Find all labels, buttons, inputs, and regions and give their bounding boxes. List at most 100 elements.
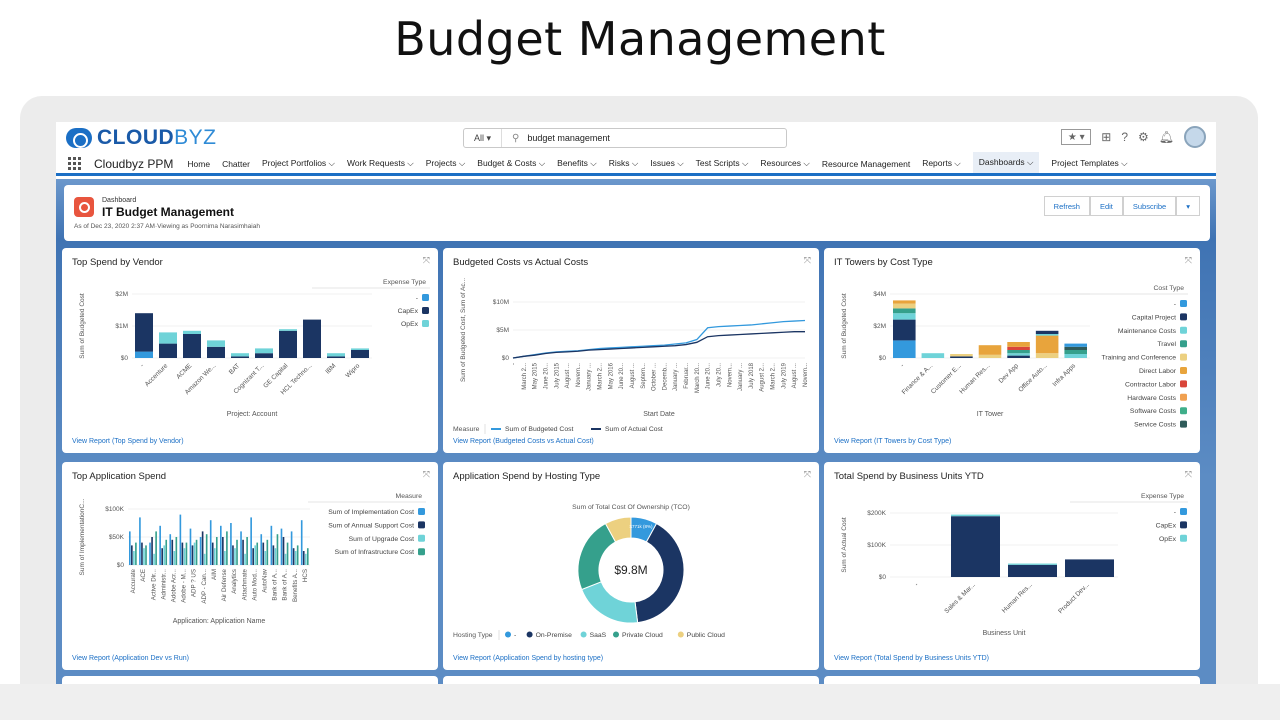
expand-icon[interactable]: ⤧ <box>803 469 811 479</box>
expand-icon[interactable]: ⤧ <box>422 255 430 265</box>
bar <box>266 539 269 565</box>
bar <box>161 548 163 565</box>
search-icon: ⚲ <box>512 132 520 144</box>
bar <box>163 545 166 565</box>
bar <box>183 334 201 358</box>
nav-item[interactable]: Dashboards ⌵ <box>972 152 1040 175</box>
search-input[interactable]: budget management <box>527 133 610 143</box>
legend-swatch <box>1180 340 1187 348</box>
more-actions-button[interactable]: ▾ <box>1176 196 1200 216</box>
favorites-icon[interactable]: ★ ▾ <box>1061 129 1092 145</box>
bar <box>139 517 141 565</box>
help-icon[interactable]: ? <box>1121 130 1128 144</box>
expand-icon[interactable]: ⤧ <box>803 255 811 265</box>
x-tick-label: Human Res... <box>958 362 991 395</box>
y-tick-label: $200K <box>867 510 886 517</box>
nav-item[interactable]: Reports ⌵ <box>922 158 961 168</box>
x-tick-label: Attachmate <box>241 568 248 600</box>
bar <box>213 548 216 565</box>
nav-item[interactable]: Risks ⌵ <box>608 158 639 168</box>
bar <box>306 548 309 565</box>
view-report-link[interactable]: View Report (IT Towers by Cost Type) <box>834 438 952 445</box>
subscribe-button[interactable]: Subscribe <box>1122 196 1177 216</box>
bar <box>260 534 263 565</box>
nav-item[interactable]: Budget & Costs ⌵ <box>477 158 546 168</box>
expand-icon[interactable]: ⤧ <box>422 469 430 479</box>
bar <box>181 542 184 565</box>
legend-swatch <box>1180 367 1187 374</box>
x-tick-label: Accenture <box>144 362 170 388</box>
x-tick-label: Air Defense <box>221 568 228 601</box>
legend-swatch <box>526 631 533 638</box>
bar <box>171 539 174 565</box>
bar <box>195 539 198 565</box>
y-tick-label: $0 <box>879 355 887 362</box>
nav-item[interactable]: Chatter <box>222 158 250 169</box>
bar <box>254 545 257 565</box>
bar <box>215 537 218 565</box>
legend-label: Sum of Upgrade Cost <box>349 536 414 543</box>
bar <box>159 525 161 565</box>
x-tick-label: Accurate <box>130 568 137 593</box>
bar <box>201 531 204 565</box>
legend-label: Sum of Implementation Cost <box>328 509 414 516</box>
bar <box>143 548 145 565</box>
view-report-link[interactable]: View Report (Total Spend by Business Uni… <box>834 655 989 662</box>
bar <box>183 548 186 565</box>
expand-icon[interactable]: ⤧ <box>1184 255 1192 265</box>
gear-icon[interactable]: ⚙ <box>1138 130 1149 144</box>
refresh-button[interactable]: Refresh <box>1043 196 1090 216</box>
legend-label: Sum of Annual Support Cost <box>328 522 414 529</box>
x-tick-label: Auto Mod... <box>251 569 258 601</box>
nav-item[interactable]: Home <box>187 158 211 169</box>
view-report-link[interactable]: View Report (Application Spend by hostin… <box>453 655 604 662</box>
view-report-link[interactable]: View Report (Budgeted Costs vs Actual Co… <box>453 438 594 445</box>
nav-item[interactable]: Project Portfolios ⌵ <box>261 158 335 168</box>
nav-item[interactable]: Issues ⌵ <box>650 158 684 168</box>
expand-icon[interactable]: ⤧ <box>1184 469 1192 479</box>
bell-icon[interactable]: 🔔︎ <box>1158 130 1174 144</box>
search-scope-select[interactable]: All ▾ <box>464 129 502 147</box>
donut-center-label: $9.8M <box>614 563 647 577</box>
bar-segment <box>1035 353 1059 358</box>
legend-label: SaaS <box>590 632 607 639</box>
bar <box>351 350 369 358</box>
x-tick-label: ADP - Can... <box>201 569 208 604</box>
legend-title: Hosting Type <box>453 632 493 639</box>
x-tick-label: Analytics <box>231 569 238 594</box>
nav-item[interactable]: Projects ⌵ <box>425 158 466 168</box>
global-search[interactable]: All ▾ ⚲ budget management <box>463 128 787 148</box>
y-tick-label: $0 <box>502 355 510 362</box>
avatar[interactable] <box>1184 126 1206 148</box>
x-tick-label: October ... <box>652 363 658 391</box>
legend-swatch <box>505 631 511 638</box>
brand-logo[interactable]: CLOUDBYZ <box>66 126 217 150</box>
panel-it-towers: IT Towers by Cost Type ⤧ $4M $2M $0 Sum of … <box>824 248 1200 453</box>
nav-item[interactable]: Test Scripts ⌵ <box>695 158 749 168</box>
bar-segment <box>893 308 916 314</box>
nav-item[interactable]: Resources ⌵ <box>760 158 810 168</box>
nav-item[interactable]: Project Templates ⌵ <box>1051 158 1128 168</box>
panel-business-units: Total Spend by Business Units YTD ⤧ $200… <box>824 462 1200 670</box>
add-icon[interactable]: ⊞ <box>1101 130 1112 144</box>
legend-swatch <box>422 294 429 301</box>
edit-button[interactable]: Edit <box>1089 196 1123 216</box>
bar <box>296 545 299 565</box>
nav-item[interactable]: Work Requests ⌵ <box>347 158 414 168</box>
nav-item[interactable]: Resource Management <box>821 158 911 169</box>
bar <box>351 348 369 350</box>
nav-item[interactable]: Benefits ⌵ <box>557 158 597 168</box>
legend-title: Measure <box>396 493 423 500</box>
panel-title: Top Spend by Vendor <box>72 257 163 268</box>
app-launcher-icon[interactable] <box>68 156 82 171</box>
x-tick-label: August 2... <box>760 363 766 392</box>
app-name: Cloudbyz PPM <box>94 156 174 171</box>
bar <box>290 531 293 565</box>
bar-segment <box>1064 354 1087 358</box>
bar <box>264 551 267 565</box>
view-report-link[interactable]: View Report (Top Spend by Vendor) <box>72 438 184 445</box>
bar-segment <box>950 354 973 357</box>
donut-slice <box>577 522 617 591</box>
bar <box>207 340 225 347</box>
view-report-link[interactable]: View Report (Application Dev vs Run) <box>72 655 189 662</box>
